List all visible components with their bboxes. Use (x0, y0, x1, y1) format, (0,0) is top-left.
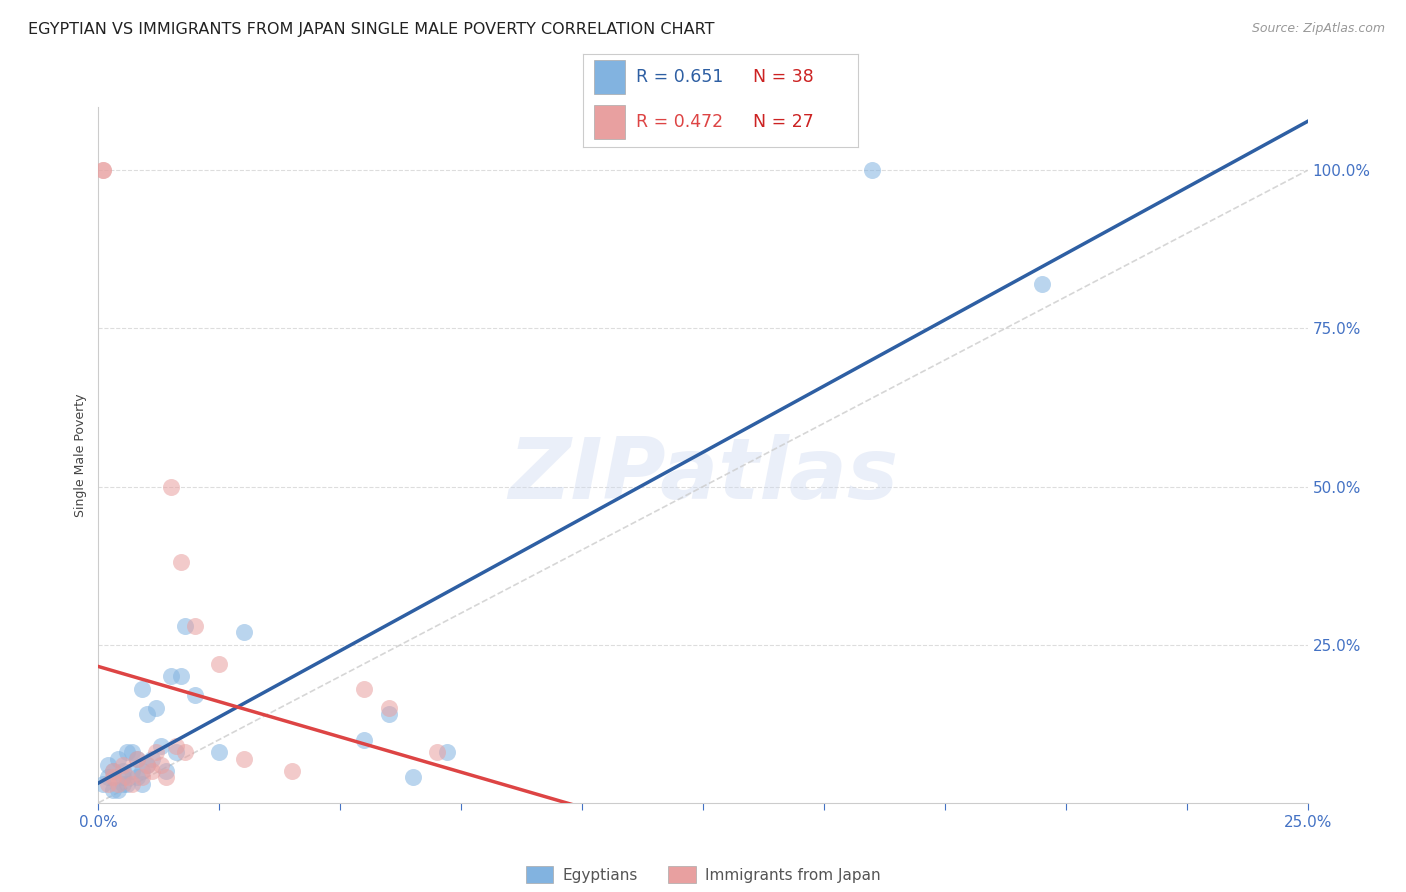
Point (860, 163, 883, 178)
Point (101, 783, 124, 797)
Point (101, 764, 124, 779)
Point (208, 745, 231, 759)
Point (165, 745, 187, 759)
Text: ZIPatlas: ZIPatlas (508, 434, 898, 517)
Text: R = 0.472: R = 0.472 (636, 113, 723, 131)
Text: Source: ZipAtlas.com: Source: ZipAtlas.com (1251, 22, 1385, 36)
Point (150, 739, 173, 753)
Point (436, 745, 458, 759)
Point (111, 764, 134, 779)
Point (281, 764, 304, 779)
Point (169, 556, 191, 570)
Point (117, 745, 139, 759)
Y-axis label: Single Male Poverty: Single Male Poverty (75, 393, 87, 516)
Point (1031, 277, 1053, 292)
Point (208, 657, 231, 671)
Point (91, 163, 114, 178)
Point (111, 757, 134, 772)
Point (174, 745, 197, 759)
Point (141, 764, 163, 779)
Point (97, 757, 120, 772)
Point (111, 771, 134, 785)
Point (141, 751, 163, 765)
Point (127, 751, 149, 765)
Point (232, 625, 254, 640)
Point (426, 745, 449, 759)
Point (135, 757, 157, 772)
Point (111, 777, 134, 791)
Point (131, 681, 153, 696)
Point (131, 777, 153, 791)
Point (155, 764, 177, 779)
Point (155, 771, 177, 785)
Point (127, 751, 149, 765)
Point (232, 751, 254, 765)
Point (91, 163, 114, 178)
Point (121, 764, 143, 779)
Point (97, 777, 120, 791)
Point (107, 783, 129, 797)
Point (101, 764, 124, 779)
Text: EGYPTIAN VS IMMIGRANTS FROM JAPAN SINGLE MALE POVERTY CORRELATION CHART: EGYPTIAN VS IMMIGRANTS FROM JAPAN SINGLE… (28, 22, 714, 37)
Point (121, 745, 143, 759)
Point (121, 777, 143, 791)
Point (184, 618, 207, 632)
Point (145, 701, 167, 715)
Legend: Egyptians, Immigrants from Japan: Egyptians, Immigrants from Japan (519, 860, 887, 889)
Point (184, 688, 207, 702)
Text: N = 27: N = 27 (754, 113, 814, 131)
Point (174, 618, 197, 632)
Point (117, 771, 139, 785)
Point (131, 764, 153, 779)
Point (91, 777, 114, 791)
Point (160, 479, 183, 493)
Point (145, 745, 167, 759)
Point (353, 681, 375, 696)
Point (101, 771, 124, 785)
Point (135, 707, 157, 722)
Text: N = 38: N = 38 (754, 68, 814, 86)
Point (131, 771, 153, 785)
Point (97, 771, 120, 785)
Point (107, 777, 129, 791)
Bar (595, 60, 624, 94)
Point (135, 757, 157, 772)
Bar (595, 105, 624, 139)
Point (353, 732, 375, 747)
Point (402, 771, 425, 785)
Point (127, 771, 149, 785)
Point (160, 669, 183, 683)
Point (165, 739, 187, 753)
Point (107, 751, 129, 765)
Text: R = 0.651: R = 0.651 (636, 68, 723, 86)
Point (150, 757, 173, 772)
Point (169, 669, 191, 683)
Point (377, 707, 399, 722)
Point (117, 777, 139, 791)
Point (377, 701, 399, 715)
